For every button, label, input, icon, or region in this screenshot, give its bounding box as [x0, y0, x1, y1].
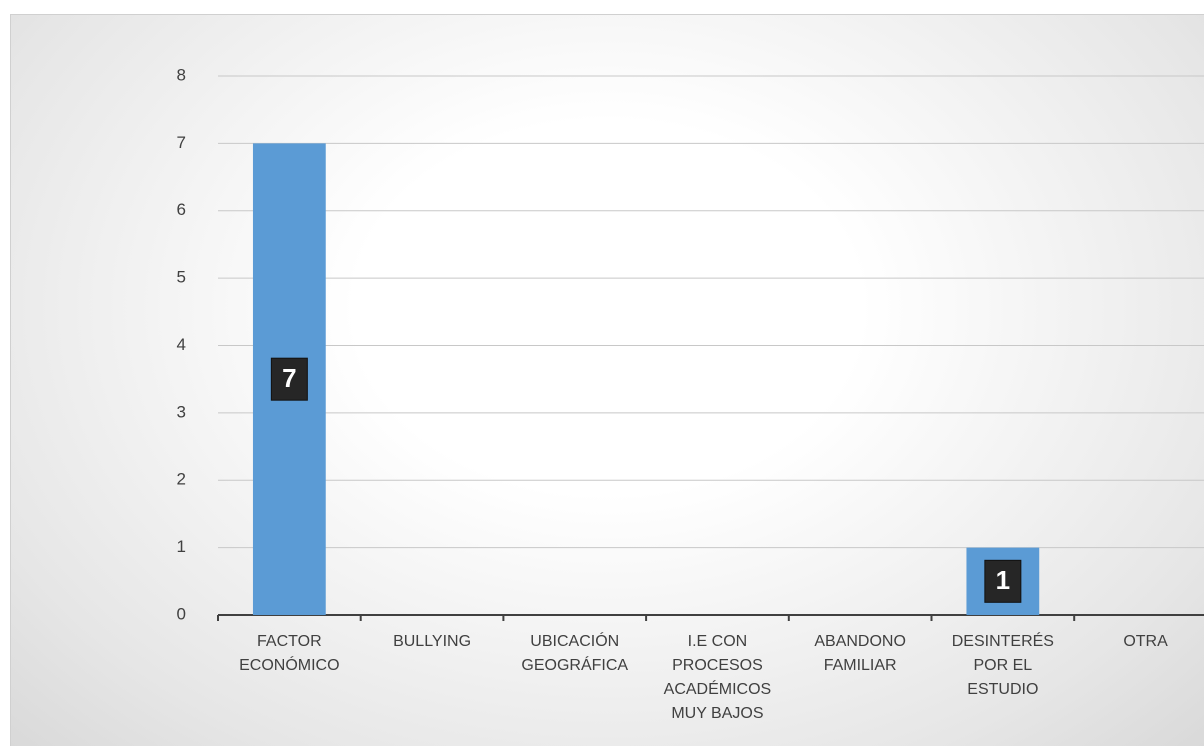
- y-tick-label: 8: [177, 65, 186, 84]
- x-tick-label: DESINTERÉS POR EL ESTUDIO: [951, 633, 1054, 698]
- x-tick-label: OTRA: [1123, 633, 1168, 650]
- x-tick-label: ABANDONO FAMILIAR: [814, 633, 906, 674]
- data-label-box: [270, 357, 308, 401]
- y-tick-label: 6: [177, 200, 186, 219]
- x-tick-label: I.E CON PROCESOS ACADÉMICOS MUY BAJOS: [663, 633, 772, 722]
- y-tick-label: 5: [177, 268, 186, 287]
- data-label-box: [984, 559, 1022, 603]
- data-label: 1: [996, 565, 1010, 595]
- chart-area: [10, 14, 1204, 746]
- y-tick-label: 0: [177, 604, 186, 623]
- x-tick-label: FACTOR ECONÓMICO: [239, 633, 340, 674]
- y-tick-label: 3: [177, 402, 186, 421]
- data-label: 7: [282, 363, 296, 393]
- y-tick-label: 7: [177, 133, 186, 152]
- y-tick-label: 2: [177, 470, 186, 489]
- y-tick-label: 1: [177, 537, 186, 556]
- x-tick-label: UBICACIÓN GEOGRÁFICA: [521, 633, 629, 674]
- y-tick-label: 4: [177, 335, 186, 354]
- x-tick-label: BULLYING: [393, 633, 472, 650]
